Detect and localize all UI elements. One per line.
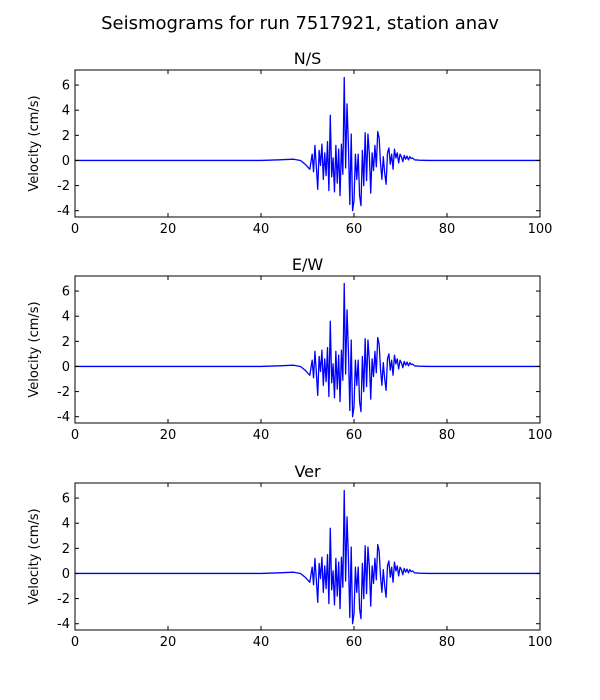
y-tick-label: 0 bbox=[62, 154, 70, 169]
x-tick-label: 0 bbox=[71, 222, 79, 237]
series-line bbox=[75, 489, 540, 625]
panel-1: E/W Velocity (cm/s) 0 20 40 60 80 100 -4 -2 0 2 4 6 bbox=[27, 255, 552, 443]
x-tick-label: 80 bbox=[439, 428, 456, 443]
x-tick-label: 100 bbox=[528, 222, 553, 237]
y-tick-label: 0 bbox=[62, 360, 70, 375]
x-tick-label: 0 bbox=[71, 635, 79, 650]
y-tick-label: -2 bbox=[57, 592, 70, 607]
y-tick-label: -4 bbox=[57, 204, 70, 219]
panel-0: N/S Velocity (cm/s) 0 20 40 60 80 100 -4 -2 0 2 4 6 bbox=[27, 49, 552, 237]
x-tick-label: 100 bbox=[528, 428, 553, 443]
x-tick-label: 20 bbox=[160, 635, 177, 650]
y-axis-label: Velocity (cm/s) bbox=[27, 95, 42, 191]
plot-frame bbox=[74, 69, 541, 218]
x-tick-label: 40 bbox=[253, 635, 270, 650]
panel-title: N/S bbox=[294, 49, 322, 68]
x-tick-label: 80 bbox=[439, 222, 456, 237]
y-axis-label: Velocity (cm/s) bbox=[27, 508, 42, 604]
y-tick-label: 4 bbox=[62, 517, 70, 532]
y-tick-label: 2 bbox=[62, 335, 70, 350]
x-tick-label: 100 bbox=[528, 635, 553, 650]
x-tick-label: 0 bbox=[71, 428, 79, 443]
x-tick-label: 80 bbox=[439, 635, 456, 650]
series-line bbox=[75, 282, 540, 418]
x-tick-label: 60 bbox=[346, 635, 363, 650]
y-tick-label: 6 bbox=[62, 492, 70, 507]
panel-title: E/W bbox=[292, 255, 324, 274]
x-tick-label: 40 bbox=[253, 222, 270, 237]
panel-2: Ver Velocity (cm/s) 0 20 40 60 80 100 -4 -2 0 2 4 6 bbox=[27, 462, 552, 650]
figure-title: Seismograms for run 7517921, station ana… bbox=[101, 13, 499, 34]
x-tick-label: 60 bbox=[346, 222, 363, 237]
series-line bbox=[75, 76, 540, 212]
panel-title: Ver bbox=[294, 462, 321, 481]
y-axis-label: Velocity (cm/s) bbox=[27, 301, 42, 397]
x-tick-label: 40 bbox=[253, 428, 270, 443]
x-tick-label: 60 bbox=[346, 428, 363, 443]
plot-frame bbox=[74, 482, 541, 631]
x-tick-label: 20 bbox=[160, 428, 177, 443]
y-tick-label: -4 bbox=[57, 617, 70, 632]
y-tick-label: 2 bbox=[62, 129, 70, 144]
y-tick-label: 2 bbox=[62, 542, 70, 557]
x-tick-label: 20 bbox=[160, 222, 177, 237]
y-tick-label: -4 bbox=[57, 410, 70, 425]
plot-frame bbox=[74, 275, 541, 424]
y-tick-label: 4 bbox=[62, 104, 70, 119]
y-tick-label: 0 bbox=[62, 567, 70, 582]
y-tick-label: 4 bbox=[62, 310, 70, 325]
y-tick-label: -2 bbox=[57, 179, 70, 194]
y-tick-label: -2 bbox=[57, 385, 70, 400]
y-tick-label: 6 bbox=[62, 285, 70, 300]
y-tick-label: 6 bbox=[62, 79, 70, 94]
